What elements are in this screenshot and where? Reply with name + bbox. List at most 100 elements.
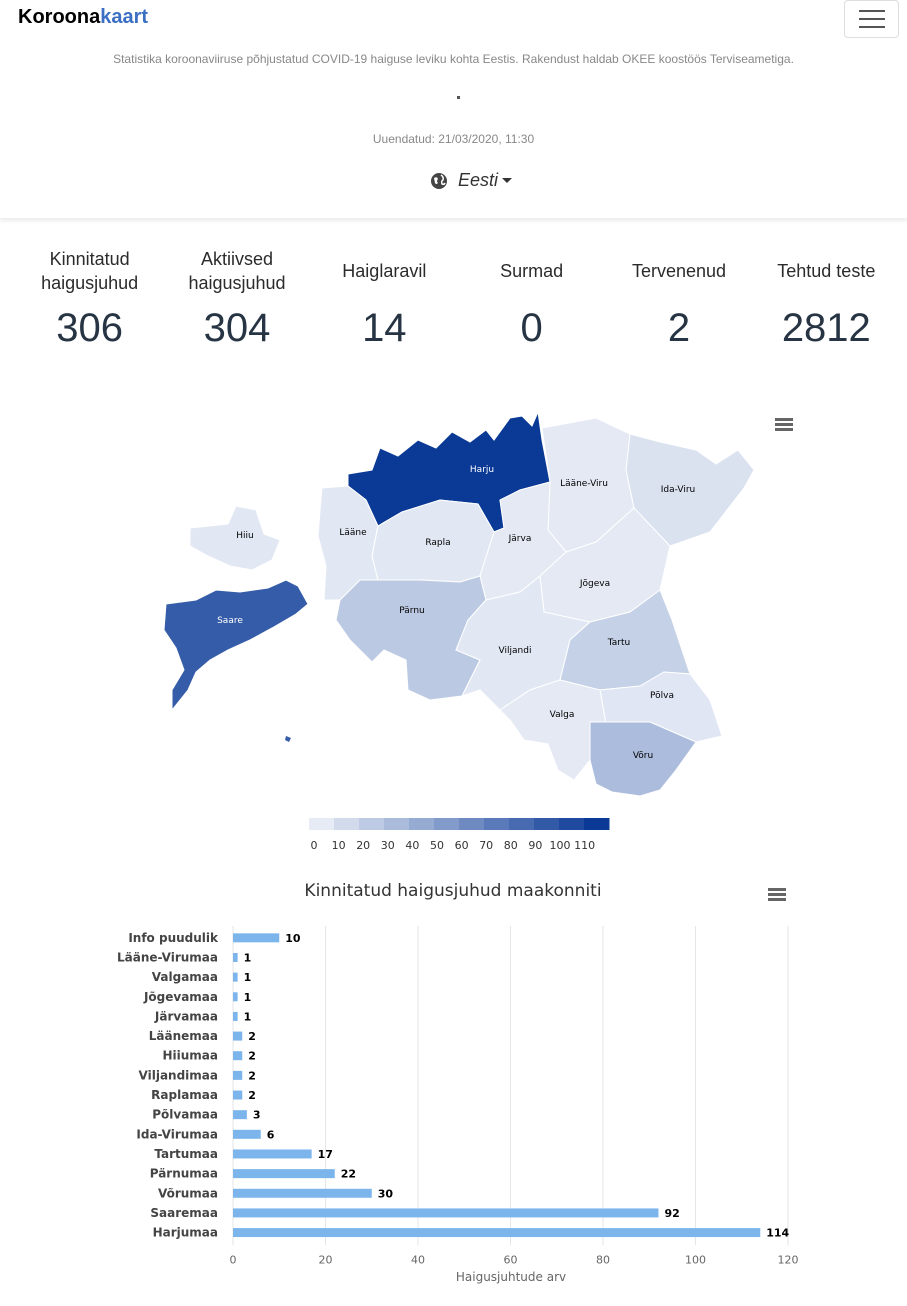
bar-chart: Kinnitatud haigusjuhud maakonniti 101111…	[117, 881, 799, 1284]
bar[interactable]	[233, 972, 238, 982]
bar[interactable]	[233, 1188, 372, 1198]
category-label: Lääne-Virumaa	[117, 950, 218, 964]
estonia-map: Harju Lääne-Viru Ida-Viru Hiiu Lääne Rapla Jär…	[163, 410, 755, 852]
legend-swatch	[459, 818, 485, 830]
map-label: Järva	[508, 534, 532, 544]
legend-tick: 80	[504, 839, 518, 852]
map-island-dot	[285, 736, 291, 742]
chevron-down-icon	[502, 178, 513, 183]
map-label: Harju	[470, 465, 494, 475]
legend-swatch	[584, 818, 610, 830]
stat-confirmed: Kinnitatud haigusjuhud 306	[16, 246, 163, 351]
chart-export-menu-icon[interactable]	[768, 888, 786, 902]
data-label: 30	[378, 1187, 394, 1200]
stat-recovered: Tervenenud 2	[605, 246, 752, 351]
stat-value: 2	[667, 306, 691, 350]
bar[interactable]	[233, 952, 238, 962]
x-tick-label: 0	[230, 1253, 237, 1266]
bar[interactable]	[233, 1169, 335, 1179]
legend-swatch	[334, 818, 360, 830]
tagline: Statistika koroonaviiruse põhjustatud CO…	[113, 52, 794, 66]
stat-value: 0	[520, 306, 543, 350]
stat-value: 304	[203, 306, 271, 350]
category-label: Põlvamaa	[152, 1108, 218, 1122]
bar[interactable]	[233, 1129, 261, 1139]
map-region-ida-viru[interactable]	[625, 433, 755, 547]
legend-swatch	[509, 818, 535, 830]
x-axis-label: Haigusjuhtude arv	[456, 1270, 566, 1284]
x-tick-label: 40	[411, 1253, 425, 1266]
map-region-valga[interactable]	[499, 679, 607, 781]
legend-swatch	[484, 818, 510, 830]
legend-tick: 0	[311, 839, 318, 852]
category-label: Tartumaa	[154, 1147, 218, 1161]
brand-part1: Koroona	[18, 6, 101, 28]
bar[interactable]	[233, 992, 238, 1002]
category-label: Järvamaa	[154, 1009, 218, 1023]
globe-icon	[431, 172, 447, 189]
legend-tick: 40	[405, 839, 419, 852]
bar[interactable]	[233, 1228, 761, 1238]
legend-tick: 70	[479, 839, 493, 852]
map-label: Valga	[550, 710, 575, 720]
category-label: Viljandimaa	[139, 1068, 218, 1082]
stat-value: 2812	[781, 306, 871, 350]
bar[interactable]	[233, 1090, 243, 1100]
data-label: 1	[244, 991, 252, 1004]
chart-title: Kinnitatud haigusjuhud maakonniti	[304, 881, 601, 901]
brand-logo[interactable]: Koroonakaart	[18, 6, 148, 29]
stat-tests: Tehtud teste 2812	[753, 246, 900, 351]
map-label: Jõgeva	[579, 579, 610, 589]
legend-swatch	[434, 818, 460, 830]
data-label: 3	[253, 1109, 261, 1122]
bar[interactable]	[233, 1011, 238, 1021]
category-label: Jõgevamaa	[143, 990, 218, 1004]
legend-tick: 90	[528, 839, 542, 852]
stat-active: Aktiivsed haigusjuhud 304	[163, 246, 310, 351]
map-region-saare[interactable]	[163, 579, 309, 712]
stat-label: Kinnitatud haigusjuhud	[41, 249, 139, 293]
bar[interactable]	[233, 1051, 243, 1061]
bar[interactable]	[233, 933, 280, 943]
stat-hospitalized: Haiglaravil 14	[311, 246, 458, 351]
map-export-menu-icon[interactable]	[775, 418, 793, 432]
category-label: Hiiumaa	[162, 1049, 218, 1063]
category-label: Raplamaa	[151, 1088, 218, 1102]
bar[interactable]	[233, 1031, 243, 1041]
brand-part2: kaart	[100, 6, 149, 28]
hamburger-menu-icon[interactable]	[844, 0, 899, 38]
data-label: 17	[318, 1148, 333, 1161]
category-label: Võrumaa	[158, 1186, 218, 1200]
map-region-hiiu[interactable]	[189, 505, 281, 571]
separator-dot	[457, 96, 460, 99]
map-label: Lääne-Viru	[560, 479, 608, 489]
bar[interactable]	[233, 1070, 243, 1080]
category-label: Harjumaa	[153, 1226, 218, 1240]
stat-label: Aktiivsed haigusjuhud	[188, 249, 286, 293]
stat-deaths: Surmad 0	[458, 246, 605, 351]
data-label: 1	[244, 1010, 252, 1023]
legend-swatch	[384, 818, 410, 830]
bar[interactable]	[233, 1110, 247, 1120]
bar[interactable]	[233, 1208, 659, 1218]
language-dropdown[interactable]: Eesti	[430, 170, 513, 191]
map-label: Pärnu	[399, 606, 425, 616]
data-label: 6	[267, 1128, 275, 1141]
x-tick-label: 120	[778, 1253, 799, 1266]
data-label: 2	[248, 1050, 256, 1063]
data-label: 2	[248, 1089, 256, 1102]
bar[interactable]	[233, 1149, 312, 1159]
category-label: Saaremaa	[150, 1206, 218, 1220]
map-region-võru[interactable]	[589, 721, 697, 797]
legend-tick: 50	[430, 839, 444, 852]
data-label: 1	[244, 951, 252, 964]
category-label: Pärnumaa	[150, 1167, 218, 1181]
legend-tick: 10	[332, 839, 346, 852]
data-label: 2	[248, 1030, 256, 1043]
category-label: Info puudulik	[128, 931, 219, 945]
data-label: 22	[341, 1168, 356, 1181]
category-label: Valgamaa	[152, 970, 218, 984]
legend-tick: 60	[455, 839, 469, 852]
map-label: Võru	[633, 751, 653, 761]
legend-swatch	[309, 818, 335, 830]
